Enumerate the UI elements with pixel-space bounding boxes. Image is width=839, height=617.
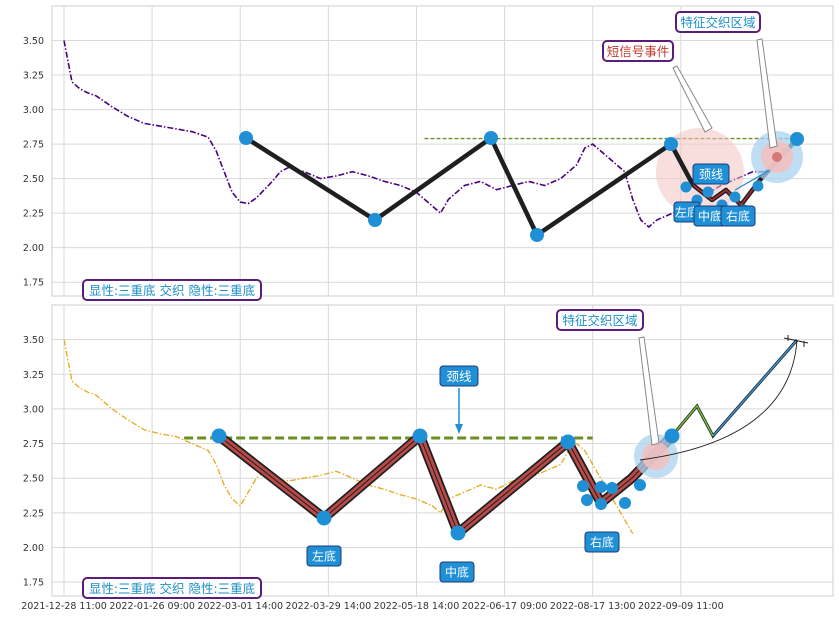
x-tick-label: 2021-12-28 11:00 [21,601,107,612]
callout-feature-zone: 特征交织区域 [562,313,637,328]
minor-point [606,482,618,494]
y-tick-label: 3.00 [23,404,44,415]
x-tick-label: 2022-03-01 14:00 [197,601,283,612]
neckline-label: 颈线 [446,369,472,384]
pattern-point [239,131,253,145]
x-tick-label: 2022-03-29 14:00 [286,601,372,612]
pattern-point [450,525,466,541]
x-axis: 2021-12-28 11:00 2022-01-26 09:00 2022-03-… [21,601,723,612]
y-tick-label: 2.00 [23,543,44,554]
x-tick-label: 2022-05-18 14:00 [374,601,460,612]
plot-frame [51,304,834,597]
minor-point [752,180,764,192]
minor-point [619,497,631,509]
pattern-point [484,131,498,145]
callout-box [675,11,761,33]
y-tick-label: 2.50 [23,474,44,485]
pattern-caption: 显性:三重底 交织 隐性:三重底 [89,581,255,596]
pattern-point [664,428,680,444]
pattern-point [664,137,678,151]
x-tick-label: 2022-09-09 11:00 [638,601,724,612]
x-tick-label: 2022-08-17 13:00 [550,601,636,612]
projection-curve [639,339,798,461]
callout-arrow [638,336,660,446]
zone-core [642,442,670,470]
pattern-label-box [306,545,342,567]
pattern-point [530,228,544,242]
pattern-point [412,428,428,444]
pattern-label: 左底 [675,205,699,220]
y-tick-label: 2.25 [23,209,44,220]
caption-box [82,577,262,599]
pattern-label-box [692,163,730,185]
pattern-label-box [720,205,756,227]
zone-arrow [734,169,771,191]
minor-point [702,186,714,198]
callout-box [556,309,644,331]
projection-blue [712,339,798,437]
pattern-label-box [439,365,479,387]
caption-box [82,279,262,301]
callout-box [602,40,674,62]
callout-short-signal: 短信号事件 [607,44,670,59]
y-tick-label: 2.00 [23,243,44,254]
y-tick-label: 3.00 [23,105,44,116]
pattern-label: 颈线 [699,168,723,182]
minor-point [581,494,593,506]
pattern-label: 中底 [698,209,722,224]
pattern-label: 左底 [312,549,336,564]
price-series-line [63,40,786,229]
pattern-label-box [584,531,620,553]
neckline-arrowhead [455,424,463,434]
pattern-point [316,510,332,526]
pattern-label-box [439,561,475,583]
projection-green [671,404,714,437]
pattern-point [211,428,227,444]
pattern-point [368,213,382,227]
minor-point [634,479,646,491]
y-tick-label: 2.75 [23,140,44,151]
pattern-label: 中底 [445,565,469,580]
pattern-point [790,132,804,146]
y-tick-label: 2.25 [23,508,44,519]
x-tick-label: 2022-01-26 09:00 [109,601,195,612]
minor-point [729,191,741,203]
pattern-label: 右底 [590,535,614,550]
callout-arrow [756,38,778,149]
pattern-band-center [218,435,673,534]
minor-point [577,480,589,492]
callout-feature-zone: 特征交织区域 [680,15,755,30]
callout-arrow [672,65,713,133]
y-tick-label: 1.75 [23,278,44,289]
y-tick-label: 3.50 [23,335,44,346]
minor-point [595,481,607,493]
x-tick-label: 2022-06-17 09:00 [462,601,548,612]
y-tick-label: 3.25 [23,71,44,82]
pattern-caption: 显性:三重底 交织 隐性:三重底 [89,283,255,298]
pattern-label: 右底 [726,209,750,224]
y-tick-label: 2.50 [23,174,44,185]
zone-center [772,152,782,162]
minor-point [680,181,692,193]
minor-point [595,498,607,510]
y-tick-label: 3.25 [23,370,44,381]
y-tick-label: 2.75 [23,439,44,450]
y-tick-label: 3.50 [23,36,44,47]
pattern-point [560,434,576,450]
y-tick-label: 1.75 [23,578,44,589]
